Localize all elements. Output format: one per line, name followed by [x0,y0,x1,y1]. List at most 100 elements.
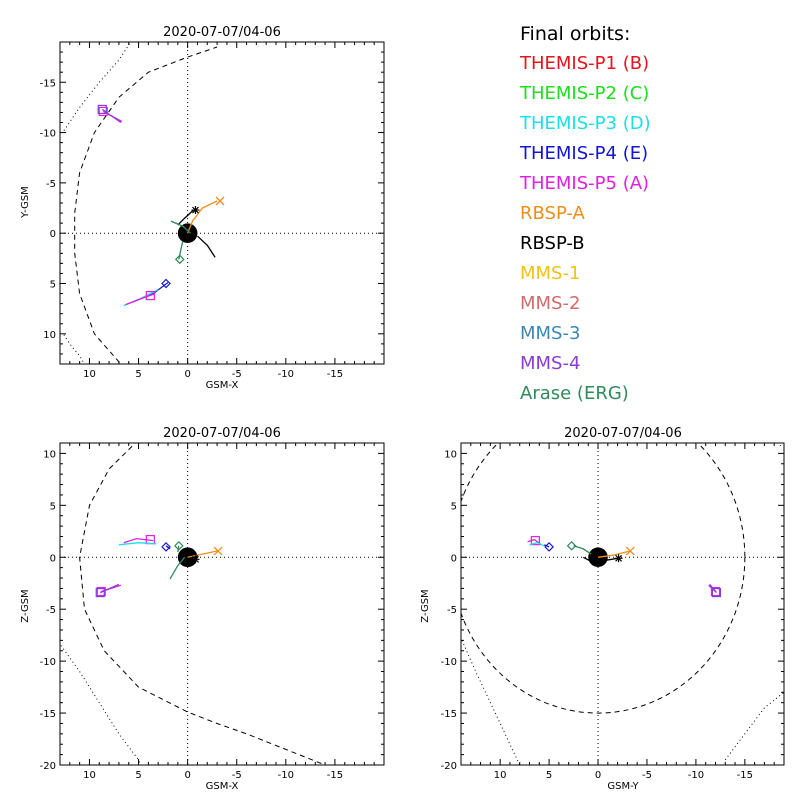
orbit-track [187,550,218,558]
y-tick-label: 5 [50,501,56,512]
x-axis-label: GSM-Y [607,781,639,792]
legend-item: MMS-3 [520,323,581,344]
x-tick-label: 5 [546,770,552,781]
orbit-track [125,292,156,306]
panel-title: 2020-07-07/04-06 [163,426,281,441]
y-tick-label: 10 [444,449,457,460]
legend-item: THEMIS-P3 (D) [520,113,651,134]
bow-shock-boundary [724,691,784,761]
x-tick-label: -10 [688,770,704,781]
x-tick-label: -5 [642,770,652,781]
x-tick-label: 0 [184,770,190,781]
orbit-end-star-marker [191,206,200,215]
orbit-end-star-marker [614,554,623,563]
y-tick-label: 10 [43,449,56,460]
legend-item: MMS-4 [520,353,581,374]
x-tick-label: 0 [595,770,601,781]
y-tick-label: -15 [40,78,56,89]
bow-shock-boundary [63,42,132,131]
orbit-track [582,556,618,564]
orbit-track [529,542,545,547]
x-tick-label: 10 [494,770,507,781]
x-tick-label: 0 [184,369,190,380]
x-tick-label: -5 [232,369,242,380]
x-tick-label: 10 [83,369,96,380]
plot-area [60,443,326,765]
y-axis-label: Z-GSM [420,589,431,622]
legend-item: THEMIS-P5 (A) [520,173,650,194]
bow-shock-boundary [63,334,85,364]
orbit-end-square-marker [145,290,155,301]
magnetopause-boundary [79,443,326,765]
y-tick-label: 0 [50,553,56,564]
x-tick-label: -15 [737,770,753,781]
y-tick-label: -5 [447,605,457,616]
bow-shock-boundary [60,645,141,765]
orbit-end-x-marker [625,546,635,556]
legend: Final orbits: THEMIS-P1 (B) THEMIS-P2 (C)… [520,22,651,412]
panel-title: 2020-07-07/04-06 [564,426,682,441]
orbit-end-square-marker [530,536,540,546]
y-tick-label: 0 [451,553,457,564]
y-axis-label: Y-GSM [20,186,31,219]
y-tick-label: -10 [40,129,56,140]
orbit-end-square-marker [96,586,106,597]
x-axis-label: GSM-X [206,380,239,391]
y-tick-label: 10 [43,330,56,341]
orbit-end-star-marker [191,555,200,564]
orbit-end-x-marker [215,196,225,206]
orbit-end-diamond-marker [544,542,554,552]
bow-shock-boundary [461,640,521,765]
y-tick-label: -20 [441,761,457,772]
orbit-track [123,537,154,544]
x-tick-label: 5 [135,770,141,781]
legend-item: THEMIS-P2 (C) [520,83,650,104]
panel-title: 2020-07-07/04-06 [163,25,281,40]
y-tick-label: -5 [46,605,56,616]
magnetopause-boundary [74,46,218,364]
orbit-end-diamond-marker [161,278,171,289]
legend-item: THEMIS-P4 (E) [520,143,649,164]
x-tick-label: 5 [135,369,141,380]
orbit-track [597,550,631,558]
plot-area [461,443,784,765]
orbit-track [186,200,218,234]
orbit-end-diamond-marker [173,540,184,551]
y-tick-label: -10 [40,657,56,668]
orbit-track [170,220,192,234]
legend-title: Final orbits: [520,23,631,45]
orbit-track [101,108,122,124]
plot-frame [460,442,785,766]
x-tick-label: -10 [278,770,294,781]
y-tick-label: -15 [441,709,457,720]
legend-item: THEMIS-P1 (B) [520,53,650,74]
panel-yz: 2020-07-07/04-06 GSM-Y Z-GSM 10 5 0 -5 -10 -1… [420,426,785,792]
orbit-end-diamond-marker [566,540,577,551]
legend-item: MMS-2 [520,293,581,314]
legend-item: Arase (ERG) [520,383,629,404]
orbit-end-diamond-marker [161,542,171,552]
y-tick-label: -5 [46,179,56,190]
y-tick-label: -20 [40,761,56,772]
x-tick-label: -5 [232,770,242,781]
legend-item: MMS-1 [520,263,581,284]
orbit-track [169,556,186,580]
orbit-end-square-marker [710,586,721,597]
orbit-track [177,209,194,226]
orbit-end-diamond-marker [174,254,185,265]
plot-area [63,42,225,364]
legend-item: RBSP-B [520,233,585,254]
orbit-track [573,545,592,555]
magnetopause-boundary [461,443,746,714]
orbit-track [100,583,120,594]
y-tick-label: 0 [50,229,56,240]
orbit-end-square-marker [711,587,722,598]
orbit-track [118,542,157,546]
orbit-end-square-marker [97,104,107,115]
orbit-track [197,235,216,258]
orbit-end-square-marker [98,106,108,117]
orbit-end-x-marker [213,546,223,556]
x-tick-label: -10 [278,369,294,380]
plot-frame [59,442,385,766]
